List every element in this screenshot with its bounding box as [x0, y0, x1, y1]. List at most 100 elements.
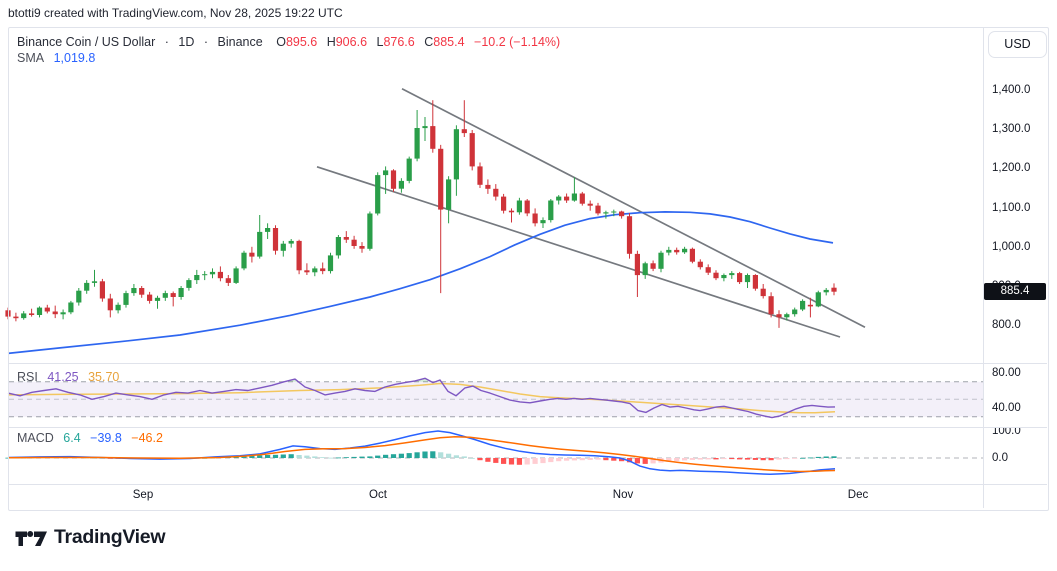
macd-axis-label: 0.0	[992, 452, 1008, 464]
macd-axis[interactable]: 100.0 0.0	[984, 428, 1056, 483]
ohlc-high-value: 906.6	[335, 35, 368, 49]
macd-hist-bar	[414, 452, 420, 458]
macd-pane	[5, 430, 983, 475]
macd-hist-bar	[548, 458, 554, 463]
candle	[296, 239, 302, 275]
macd-hist-bar	[453, 455, 459, 458]
candle	[721, 273, 727, 282]
time-axis-label-sep: Sep	[132, 489, 154, 501]
rsi-axis[interactable]: 80.00 40.00	[984, 364, 1056, 427]
macd-hist-bar	[674, 458, 680, 461]
candle	[792, 307, 798, 317]
candle	[540, 217, 546, 228]
trendline[interactable]	[316, 165, 841, 338]
tradingview-logo-icon[interactable]	[14, 529, 48, 549]
macd-hist-bar	[343, 457, 349, 458]
candle	[477, 162, 483, 188]
macd-line-value: −39.8	[90, 431, 122, 445]
candle	[658, 250, 664, 273]
candle	[107, 293, 113, 318]
candle	[815, 290, 821, 308]
time-axis-label-dec: Dec	[847, 489, 869, 501]
candle	[280, 240, 286, 257]
exchange-label[interactable]: Binance	[217, 35, 263, 49]
macd-hist-bar	[831, 456, 837, 458]
macd-hist-bar	[327, 457, 334, 459]
macd-hist-bar	[446, 453, 452, 458]
candle	[752, 274, 758, 291]
ohlc-open-key: O	[276, 35, 286, 49]
sma-line	[7, 211, 834, 355]
macd-hist-bar	[768, 458, 774, 461]
macd-hist-bar	[375, 455, 381, 458]
trendline[interactable]	[401, 88, 866, 328]
candle	[760, 284, 766, 299]
macd-hist-bar	[532, 458, 538, 464]
tradingview-logo-text[interactable]: TradingView	[54, 526, 166, 548]
candle	[823, 288, 829, 296]
candle	[367, 211, 373, 251]
macd-hist-bar	[800, 457, 806, 459]
candle	[729, 271, 735, 279]
candle	[52, 305, 58, 319]
macd-hist-bar	[272, 454, 279, 458]
macd-hist-bar	[784, 458, 790, 460]
candle	[44, 304, 50, 314]
candle	[217, 266, 223, 282]
macd-hist-bar	[485, 458, 491, 462]
macd-hist-value: 6.4	[63, 431, 81, 445]
macd-hist-bar	[721, 458, 727, 460]
macd-hist-bar	[320, 457, 326, 458]
macd-label[interactable]: MACD	[17, 431, 54, 445]
macd-hist-bar	[729, 458, 735, 460]
candle	[241, 250, 247, 271]
candle	[642, 261, 648, 279]
ohlc-close-value: 885.4	[433, 35, 465, 49]
candle	[139, 286, 145, 298]
candle	[626, 213, 633, 259]
candle	[29, 308, 35, 317]
price-axis-label: 800.0	[992, 319, 1021, 331]
rsi-ma-path	[7, 382, 836, 414]
candle	[288, 239, 294, 248]
macd-hist-bar	[280, 454, 286, 458]
candle	[233, 266, 239, 284]
macd-hist-bar	[398, 453, 404, 458]
candle	[320, 262, 326, 275]
sma-path	[7, 211, 834, 355]
interval-label[interactable]: 1D	[178, 35, 195, 49]
macd-hist-bar	[540, 458, 546, 464]
candle	[430, 100, 436, 153]
candle	[564, 193, 570, 203]
macd-hist-bar	[697, 458, 703, 460]
macd-hist-bar	[249, 455, 255, 458]
candle	[438, 144, 444, 294]
symbol-title[interactable]: Binance Coin / US Dollar	[17, 35, 156, 49]
macd-hist-bar	[619, 458, 625, 462]
macd-hist-bar	[390, 454, 397, 458]
candle	[359, 242, 365, 253]
macd-hist-bar	[760, 458, 766, 461]
trendlines[interactable]	[316, 88, 866, 338]
macd-hist-bar	[91, 457, 98, 459]
candle	[131, 284, 137, 296]
candle	[178, 286, 184, 300]
macd-hist-bar	[383, 454, 389, 458]
rsi-value: 41.25	[47, 370, 79, 384]
candle	[737, 271, 743, 284]
macd-hist-bar	[634, 458, 640, 464]
rsi-label[interactable]: RSI	[17, 370, 38, 384]
macd-signal-value: −46.2	[131, 431, 163, 445]
currency-button[interactable]: USD	[988, 31, 1047, 58]
sma-label[interactable]: SMA	[17, 51, 45, 65]
candle	[154, 295, 161, 309]
candle	[327, 252, 334, 274]
macd-hist-bar	[705, 458, 711, 460]
candles-layer	[5, 100, 837, 328]
candle	[556, 195, 562, 205]
macd-hist-bar	[744, 458, 751, 460]
candle	[202, 271, 208, 281]
rsi-axis-label: 40.00	[992, 402, 1021, 414]
candle	[650, 260, 656, 272]
price-axis[interactable]: 1,400.01,300.01,200.01,100.01,000.0900.0…	[984, 28, 1056, 363]
